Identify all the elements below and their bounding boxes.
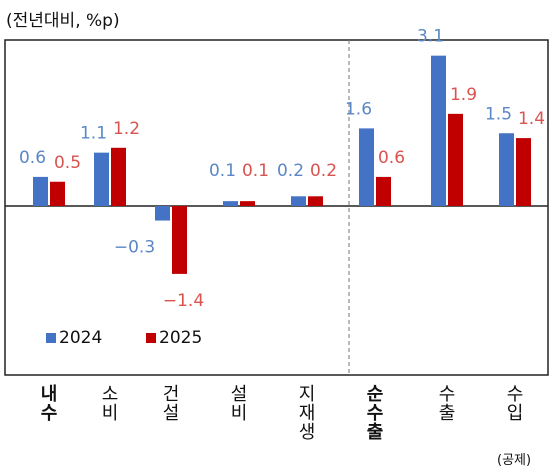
category-label-3-1: 비	[231, 403, 248, 424]
category-label-4-2: 생	[299, 422, 316, 443]
value-label-2025-6: 1.9	[450, 85, 477, 105]
category-label-7-0: 수	[507, 384, 524, 405]
category-label-0-0: 내	[41, 384, 58, 405]
legend-swatch-2025	[146, 333, 156, 343]
value-label-2025-3: 0.1	[242, 161, 269, 181]
bar-2024-7	[499, 133, 514, 206]
value-label-2025-2: −1.4	[163, 291, 204, 311]
bar-2025-3	[240, 201, 255, 206]
value-label-2025-7: 1.4	[518, 109, 545, 129]
value-label-2025-5: 0.6	[378, 148, 405, 168]
bar-2024-3	[223, 201, 238, 206]
bar-2025-1	[111, 147, 126, 206]
category-label-7-1: 입	[507, 403, 524, 424]
bar-2025-0	[50, 181, 65, 206]
bar-2025-2	[172, 206, 187, 274]
bar-2024-4	[291, 196, 306, 206]
category-label-6-0: 수	[439, 384, 456, 405]
category-label-5-2: 출	[367, 422, 384, 443]
value-label-2024-5: 1.6	[345, 99, 372, 119]
legend-label-2025: 2025	[159, 328, 202, 348]
category-label-6-1: 출	[439, 403, 456, 424]
value-label-2024-2: −0.3	[114, 238, 155, 258]
bar-2025-7	[516, 138, 531, 206]
bar-2024-0	[33, 176, 48, 206]
legend-swatch-2024	[46, 333, 56, 343]
bar-2025-5	[376, 176, 391, 206]
category-label-4-1: 재	[299, 403, 316, 424]
category-label-2-0: 건	[163, 384, 180, 405]
value-label-2024-4: 0.2	[277, 161, 304, 181]
value-label-2025-1: 1.2	[113, 119, 140, 139]
bar-2025-6	[448, 113, 463, 206]
category-label-5-1: 수	[367, 403, 384, 424]
legend-label-2024: 2024	[59, 328, 102, 348]
bar-2024-6	[431, 55, 446, 207]
bar-2025-4	[308, 196, 323, 206]
value-label-2025-4: 0.2	[310, 161, 337, 181]
value-label-2024-7: 1.5	[485, 104, 512, 124]
value-label-2024-0: 0.6	[19, 148, 46, 168]
category-label-2-1: 설	[163, 403, 180, 424]
bar-2024-2	[155, 206, 170, 221]
bar-2024-5	[359, 128, 374, 206]
value-label-2024-1: 1.1	[80, 124, 107, 144]
unit-label: (전년대비, %p)	[6, 11, 120, 31]
category-label-1-0: 소	[102, 384, 119, 405]
category-label-5-0: 순	[367, 384, 384, 405]
category-label-3-0: 설	[231, 384, 248, 405]
category-label-0-1: 수	[41, 403, 58, 424]
category-label-4-0: 지	[299, 384, 316, 405]
value-label-2024-6: 3.1	[417, 27, 444, 47]
plot-frame	[4, 39, 549, 376]
category-label-1-1: 비	[102, 403, 119, 424]
value-label-2025-0: 0.5	[54, 153, 81, 173]
bar-2024-1	[94, 152, 109, 206]
value-label-2024-3: 0.1	[209, 161, 236, 181]
footnote-label: (공제)	[497, 453, 532, 468]
